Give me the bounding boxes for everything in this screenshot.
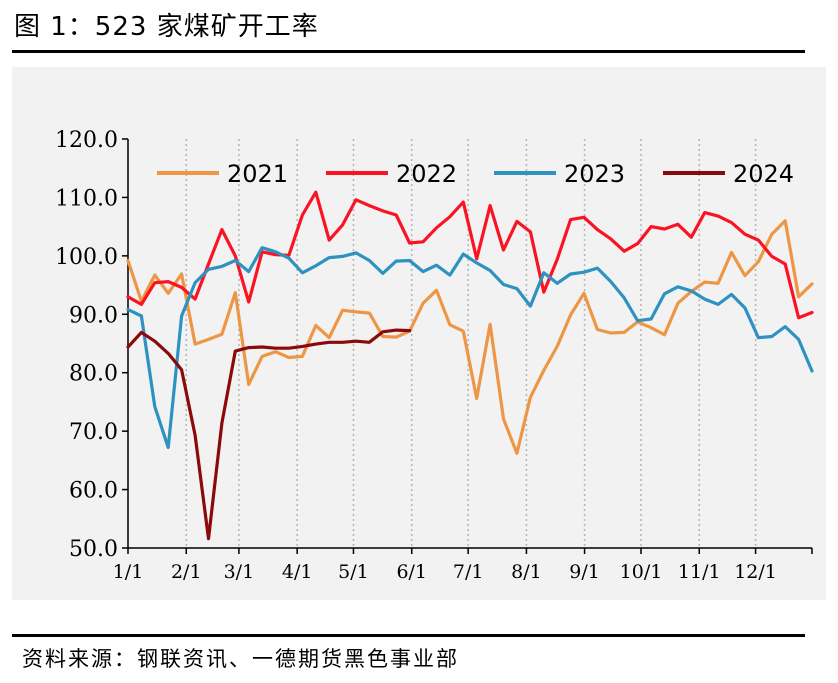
title-rule bbox=[12, 50, 805, 53]
x-tick-label: 7/1 bbox=[453, 561, 484, 583]
y-tick-label: 80.0 bbox=[69, 362, 118, 387]
figure-title: 图 1：523 家煤矿开工率 bbox=[14, 12, 319, 42]
y-tick-label: 50.0 bbox=[69, 537, 118, 562]
legend-item-2023: 2023 bbox=[494, 160, 625, 188]
line-chart: 1/1 2/1 3/1 4/1 5/1 6/1 7/1 8/1 9/1 10/1 11/1 12/1 5… bbox=[55, 128, 814, 583]
y-tick-label: 120.0 bbox=[55, 128, 118, 153]
series-line-2023 bbox=[126, 246, 814, 450]
x-tick-label: 11/1 bbox=[678, 561, 721, 583]
legend-label: 2024 bbox=[733, 160, 794, 188]
legend-item-2022: 2022 bbox=[326, 160, 457, 188]
y-tick-label: 70.0 bbox=[69, 420, 118, 445]
legend-label: 2022 bbox=[396, 160, 457, 188]
source-rule bbox=[12, 634, 805, 637]
y-tick-label: 60.0 bbox=[69, 479, 118, 504]
legend: 2021 2022 2023 2024 bbox=[157, 160, 794, 188]
legend-item-2021: 2021 bbox=[157, 160, 288, 188]
source-note: 资料来源：钢联资讯、一德期货黑色事业部 bbox=[22, 647, 459, 671]
series-line-2022 bbox=[126, 190, 814, 320]
x-tick-label: 12/1 bbox=[734, 561, 777, 583]
x-tick-label: 4/1 bbox=[282, 561, 313, 583]
legend-label: 2021 bbox=[227, 160, 288, 188]
axis-layer: 1/1 2/1 3/1 4/1 5/1 6/1 7/1 8/1 9/1 10/1 11/1 12/1 5… bbox=[55, 128, 813, 583]
x-tick-label: 10/1 bbox=[620, 561, 663, 583]
y-tick-label: 90.0 bbox=[69, 303, 118, 328]
x-tick-label: 2/1 bbox=[171, 561, 202, 583]
x-tick-label: 9/1 bbox=[569, 561, 600, 583]
series-layer bbox=[126, 190, 814, 541]
chart-panel: 1/1 2/1 3/1 4/1 5/1 6/1 7/1 8/1 9/1 10/1 11/1 12/1 5… bbox=[12, 67, 826, 600]
y-tick-label: 100.0 bbox=[55, 245, 118, 270]
x-tick-label: 6/1 bbox=[396, 561, 427, 583]
grid-layer bbox=[185, 139, 757, 548]
legend-item-2024: 2024 bbox=[663, 160, 794, 188]
series-line-2024 bbox=[126, 328, 412, 541]
x-tick-label: 1/1 bbox=[113, 561, 144, 583]
series-line-2021 bbox=[126, 219, 814, 455]
x-tick-label: 5/1 bbox=[338, 561, 369, 583]
legend-label: 2023 bbox=[564, 160, 625, 188]
x-tick-label: 8/1 bbox=[511, 561, 542, 583]
x-tick-label: 3/1 bbox=[224, 561, 255, 583]
y-tick-label: 110.0 bbox=[55, 186, 118, 211]
